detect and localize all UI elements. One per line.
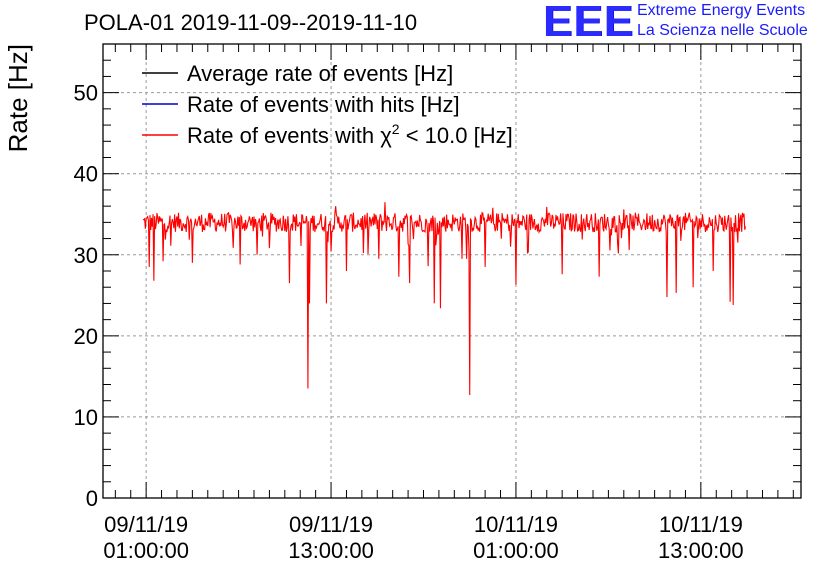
y-tick-label: 30 [74, 243, 98, 268]
x-tick-label-date: 09/11/19 [289, 512, 373, 537]
x-tick-label-time: 01:00:00 [103, 538, 189, 563]
chart-title: POLA-01 2019-11-09--2019-11-10 [84, 10, 418, 35]
legend-label-chi2: Rate of events with χ2 < 10.0 [Hz] [187, 121, 513, 148]
legend-chi2-suffix: < 10.0 [Hz] [400, 123, 513, 148]
legend-label-hits: Rate of events with hits [Hz] [187, 92, 460, 117]
eee-logo: EEE [543, 0, 635, 46]
grid-lines [103, 44, 801, 498]
legend-chi2-superscript: 2 [392, 121, 400, 137]
logo-subtitle-2: La Scienza nelle Scuole [637, 22, 808, 39]
y-tick-label: 20 [74, 324, 98, 349]
y-tick-label: 40 [74, 162, 98, 187]
x-tick-label-time: 13:00:00 [288, 538, 374, 563]
data-layer [142, 202, 747, 396]
x-tick-label-time: 13:00:00 [658, 538, 744, 563]
y-tick-label: 0 [86, 486, 98, 511]
x-tick-label-time: 01:00:00 [473, 538, 559, 563]
logo-subtitle-1: Extreme Energy Events [637, 2, 806, 19]
x-tick-label-date: 10/11/19 [474, 512, 558, 537]
y-tick-label: 10 [74, 405, 98, 430]
legend-chi2-symbol: χ [380, 123, 392, 148]
x-tick-label-date: 10/11/19 [659, 512, 743, 537]
legend: Average rate of events [Hz] Rate of even… [142, 61, 513, 148]
legend-label-average: Average rate of events [Hz] [187, 61, 453, 86]
tick-labels: 0102030405009/11/1901:00:0009/11/1913:00… [74, 81, 744, 563]
y-axis-label: Rate [Hz] [3, 44, 33, 152]
tick-marks [103, 43, 801, 499]
y-tick-label: 50 [74, 81, 98, 106]
x-tick-label-date: 09/11/19 [104, 512, 188, 537]
series-line-chi2 [142, 202, 747, 396]
legend-chi2-prefix: Rate of events with [187, 123, 380, 148]
